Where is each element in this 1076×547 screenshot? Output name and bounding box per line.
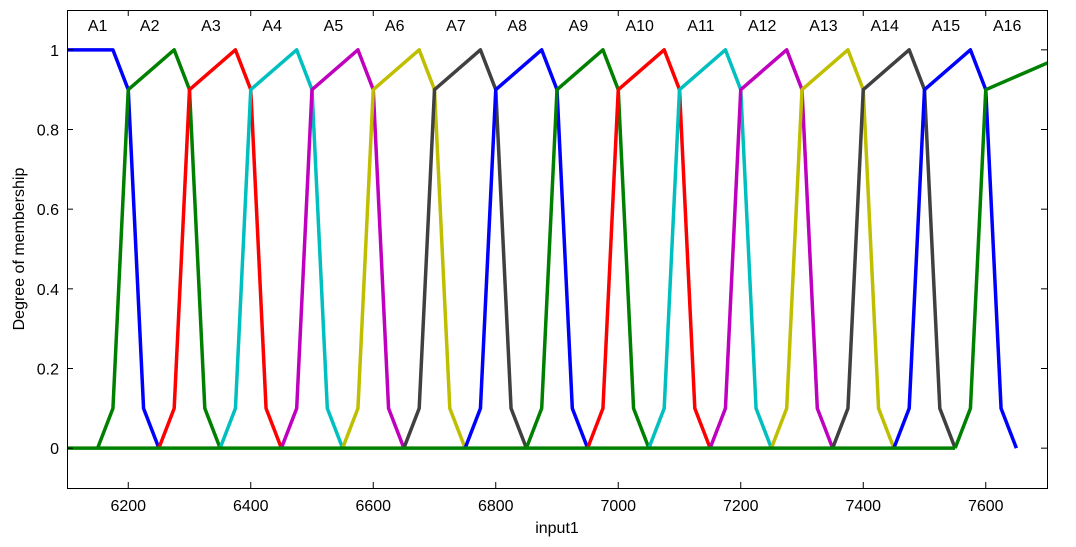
series-line-a8 [463, 48, 590, 449]
series-line-a3 [157, 48, 284, 449]
mf-label-a14: A14 [870, 18, 899, 35]
series-line-a13 [769, 48, 896, 449]
mf-label-a11: A11 [687, 18, 714, 35]
mf-label-a8: A8 [507, 18, 527, 35]
mf-label-a4: A4 [262, 18, 282, 35]
series-line-a1 [67, 48, 161, 449]
mf-label-a3: A3 [201, 18, 221, 35]
x-tick-label: 7000 [600, 498, 636, 515]
x-tick-label: 7200 [723, 498, 759, 515]
series-layer [67, 48, 1047, 450]
series-line-a6 [340, 48, 467, 449]
x-tick-label: 7600 [968, 498, 1004, 515]
y-tick-label: 0.6 [37, 202, 59, 219]
plot-area-frame [67, 10, 1048, 489]
series-line-a15 [892, 48, 1019, 449]
mf-label-a12: A12 [748, 18, 777, 35]
x-tick-label: 7400 [845, 498, 881, 515]
y-tick-label: 1 [50, 43, 59, 60]
mf-label-a6: A6 [385, 18, 405, 35]
mf-label-a5: A5 [324, 18, 344, 35]
x-axis-ticks: 6200 6400 6600 6800 7000 7200 7400 7600 [110, 10, 1004, 515]
mf-label-a7: A7 [446, 18, 466, 35]
mf-label-a15: A15 [932, 18, 961, 35]
mf-label-a10: A10 [625, 18, 654, 35]
series-line-a2 [95, 48, 222, 449]
series-line-a10 [585, 48, 712, 449]
series-line-a4 [218, 48, 345, 449]
x-tick-label: 6400 [233, 498, 269, 515]
series-line-a9 [524, 48, 651, 449]
y-tick-label: 0.2 [37, 362, 59, 379]
y-tick-label: 0.4 [37, 282, 59, 299]
series-line-a5 [279, 48, 406, 449]
x-axis-label: input1 [535, 520, 579, 537]
membership-function-labels: A1 A2 A3 A4 A5 A6 A7 A8 A9 A10 A11 A12 A13 A14 A15 A16 [88, 18, 1022, 35]
series-line-a7 [402, 48, 529, 449]
y-axis-label: Degree of membership [11, 168, 28, 331]
mf-label-a13: A13 [809, 18, 838, 35]
series-line-a14 [830, 48, 957, 449]
x-tick-label: 6200 [110, 498, 146, 515]
series-line-a11 [647, 48, 774, 449]
mf-label-a16: A16 [993, 18, 1022, 35]
y-tick-label: 0 [50, 441, 59, 458]
y-tick-label: 0.8 [37, 123, 59, 140]
y-axis-ticks: 0 0.2 0.4 0.6 0.8 1 [37, 43, 1047, 458]
x-tick-label: 6600 [355, 498, 391, 515]
mf-label-a1: A1 [88, 18, 108, 35]
x-tick-label: 6800 [478, 498, 514, 515]
series-line-a16 [953, 61, 1047, 449]
mf-label-a9: A9 [569, 18, 589, 35]
mf-label-a2: A2 [140, 18, 160, 35]
series-line-a12 [708, 48, 835, 449]
